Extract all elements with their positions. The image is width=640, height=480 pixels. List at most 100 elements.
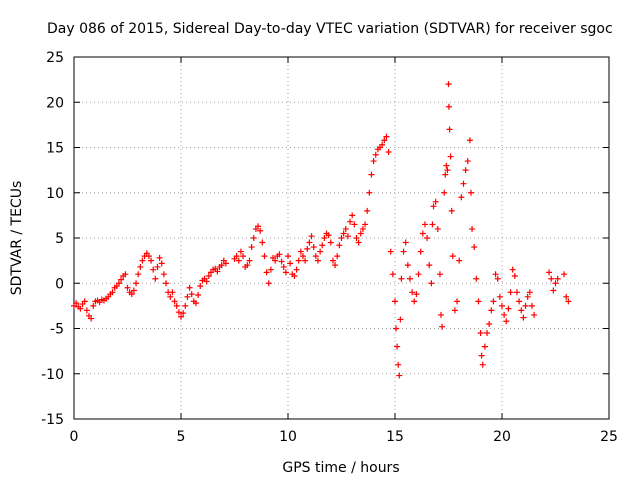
y-tick-label: -15 — [41, 412, 64, 428]
data-point — [565, 298, 572, 305]
data-point — [552, 280, 559, 287]
data-point — [444, 167, 451, 174]
data-point — [424, 235, 431, 241]
data-point — [550, 287, 557, 294]
data-point — [334, 253, 341, 260]
data-point — [413, 291, 420, 298]
data-point — [128, 291, 135, 298]
data-point — [122, 271, 129, 278]
data-point — [507, 289, 514, 296]
data-point — [441, 189, 448, 196]
data-point — [372, 151, 379, 158]
data-point — [109, 289, 116, 296]
data-point — [169, 289, 176, 296]
data-point — [381, 137, 388, 144]
data-point — [312, 253, 319, 260]
data-point — [192, 300, 199, 307]
y-tick-label: 0 — [55, 276, 64, 292]
data-point — [137, 263, 144, 270]
data-point — [188, 291, 195, 298]
x-tick-label: 20 — [493, 429, 511, 445]
data-point — [267, 266, 274, 273]
axis-ticks: 0 5 10 15 20 25 -15 -10 -5 0 5 10 15 20 25 — [41, 50, 618, 445]
data-point — [304, 245, 311, 252]
data-point — [257, 227, 264, 234]
data-point — [451, 307, 458, 314]
data-point — [81, 298, 88, 305]
data-point — [396, 372, 403, 379]
data-point — [398, 275, 405, 282]
data-point — [438, 311, 445, 318]
data-point — [285, 253, 291, 260]
data-point — [397, 316, 404, 323]
data-point — [486, 320, 493, 327]
data-point — [499, 302, 505, 309]
data-point — [432, 198, 439, 205]
data-point — [505, 305, 512, 312]
data-point — [302, 257, 309, 264]
data-point — [479, 361, 486, 368]
data-point — [442, 171, 449, 178]
data-point — [246, 257, 253, 264]
data-point — [321, 235, 328, 241]
data-point — [90, 302, 97, 309]
data-point — [163, 280, 170, 287]
data-point — [73, 300, 80, 307]
data-point — [184, 293, 191, 300]
data-point — [272, 257, 279, 264]
y-tick-label: 20 — [46, 95, 64, 111]
data-point — [368, 171, 375, 178]
data-point — [434, 225, 441, 232]
data-point — [454, 298, 461, 305]
chart-title: Day 086 of 2015, Sidereal Day-to-day VTE… — [47, 21, 613, 37]
data-point — [370, 158, 377, 165]
data-point — [325, 232, 332, 239]
data-point — [329, 257, 336, 264]
data-point — [237, 248, 244, 255]
data-point — [362, 221, 369, 228]
data-point — [531, 311, 538, 318]
data-point — [263, 269, 270, 276]
data-point — [481, 343, 488, 350]
data-point — [139, 257, 146, 264]
data-point — [478, 352, 485, 359]
x-tick-label: 5 — [177, 429, 186, 445]
data-point — [473, 275, 480, 282]
data-point — [344, 233, 351, 240]
data-point — [484, 330, 491, 337]
data-point — [295, 257, 302, 264]
data-point — [392, 298, 398, 305]
data-point — [203, 278, 210, 285]
data-point — [240, 253, 247, 260]
x-tick-label: 10 — [279, 429, 297, 445]
data-point — [366, 189, 373, 196]
data-point — [265, 280, 272, 287]
data-point — [526, 289, 533, 296]
data-point — [445, 103, 452, 110]
data-point — [389, 271, 396, 278]
data-point — [447, 153, 454, 160]
data-point — [409, 289, 416, 296]
data-point — [195, 292, 202, 299]
data-point — [516, 298, 523, 305]
data-point — [280, 263, 287, 270]
data-point — [462, 167, 469, 174]
data-point — [456, 257, 463, 264]
data-point — [310, 244, 317, 251]
data-point — [522, 302, 529, 309]
data-point — [299, 253, 306, 260]
data-point — [428, 280, 435, 287]
data-point — [222, 260, 229, 267]
data-points — [71, 81, 572, 379]
data-point — [135, 271, 142, 278]
data-point — [160, 271, 167, 278]
data-point — [205, 273, 212, 280]
data-point — [546, 269, 553, 276]
data-point — [278, 258, 285, 265]
data-point — [152, 275, 159, 282]
data-point — [563, 293, 570, 300]
data-point — [448, 207, 455, 214]
data-point — [548, 275, 555, 282]
y-axis-label: SDTVAR / TECUs — [9, 181, 25, 296]
